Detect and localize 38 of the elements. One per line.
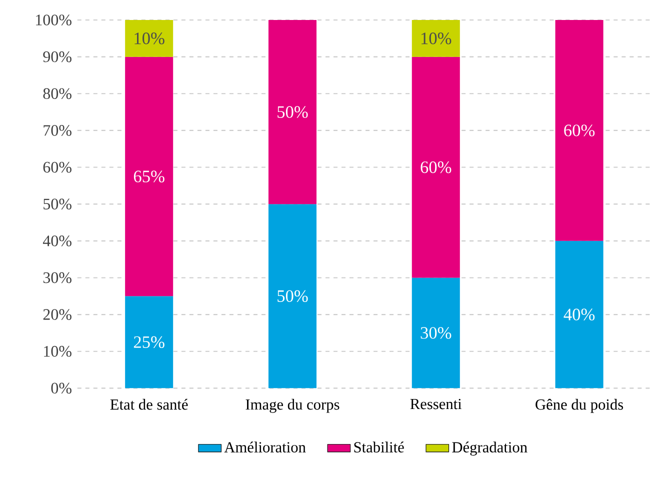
data-label: 50% [278, 106, 308, 118]
legend-label: Amélioration [224, 442, 306, 453]
data-label: 60% [564, 124, 595, 137]
x-tick-label: Etat de santé [110, 399, 188, 410]
y-tick-label: 40% [42, 236, 72, 247]
y-tick-label: 0% [51, 382, 72, 394]
y-tick-label: 100% [36, 14, 72, 26]
x-tick-label: Gêne du poids [536, 399, 624, 414]
data-label: 30% [420, 327, 452, 340]
data-label: 60% [420, 162, 452, 174]
legend-label: Stabilité [354, 442, 404, 453]
data-label: 65% [134, 170, 164, 183]
bar [125, 57, 174, 296]
data-label: 25% [134, 336, 164, 348]
y-tick-label: 80% [43, 88, 72, 100]
bar [412, 57, 460, 278]
y-tick-label: 20% [43, 309, 72, 320]
legend-label: Dégradation [452, 442, 528, 456]
y-tick-label: 30% [43, 272, 72, 284]
bar [268, 204, 316, 388]
y-tick-label: 70% [44, 125, 72, 136]
bar [125, 296, 174, 388]
bar [125, 20, 174, 58]
data-label: 10% [134, 32, 164, 45]
data-label: 40% [564, 308, 595, 321]
data-label: 10% [422, 32, 452, 45]
x-tick-label: Ressenti [410, 399, 462, 410]
bar [412, 278, 460, 388]
y-tick-label: 90% [43, 52, 72, 62]
bar [555, 241, 604, 388]
bar [555, 20, 604, 242]
bar [268, 20, 316, 204]
y-tick-label: 50% [44, 198, 72, 210]
x-tick-label: Image du corps [246, 399, 340, 414]
y-tick-label: 60% [43, 162, 72, 173]
data-label: 50% [278, 290, 308, 302]
bar [412, 20, 460, 58]
y-tick-label: 10% [44, 346, 72, 358]
